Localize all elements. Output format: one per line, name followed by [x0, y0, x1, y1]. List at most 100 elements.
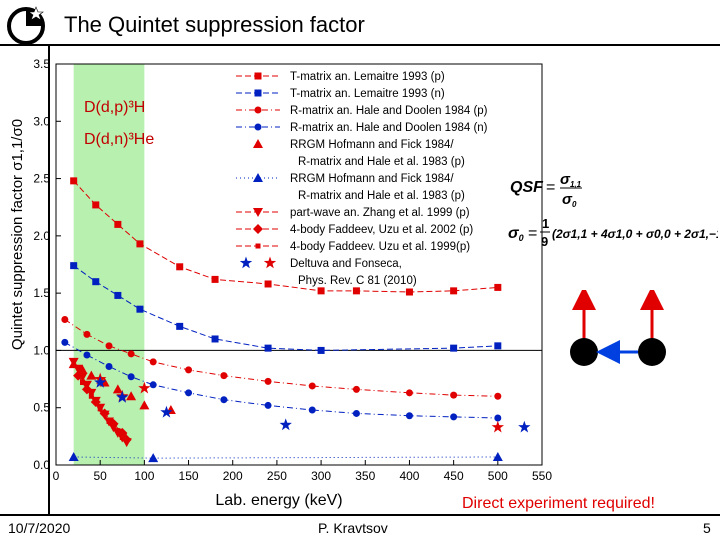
data-point-s2 — [405, 389, 413, 397]
data-point-s3 — [83, 351, 91, 359]
data-point-s8 — [97, 406, 103, 412]
data-point-s8 — [80, 380, 86, 386]
legend-label-7: 4-body Faddeev, Uzu et al. 2002 (p) — [290, 224, 473, 236]
legend-marker-5 — [253, 173, 263, 182]
legend-marker-9 — [263, 256, 277, 269]
left-rule — [48, 44, 50, 514]
legend-marker-1 — [254, 89, 262, 97]
data-point-s2 — [127, 350, 135, 358]
data-point-s0 — [405, 288, 413, 296]
data-point-s0 — [317, 287, 325, 295]
reaction-label: D(d,n)³He — [84, 131, 154, 148]
legend-label-9: Phys. Rev. C 81 (2010) — [298, 275, 417, 287]
x-tick-label: 250 — [267, 469, 287, 483]
data-point-s1 — [264, 344, 272, 352]
data-point-s5 — [492, 451, 503, 461]
data-point-s0 — [176, 263, 184, 271]
data-point-s0 — [92, 201, 100, 209]
data-point-s4 — [112, 384, 123, 394]
spin-diagram — [570, 290, 666, 366]
legend-label-6: part-wave an. Zhang et al. 1999 (p) — [290, 207, 470, 219]
x-tick-label: 300 — [311, 469, 331, 483]
legend-label-5: R-matrix and Hale et al. 1983 (p) — [298, 190, 465, 202]
reaction-label: D(d,p)³H — [84, 99, 145, 116]
deuteron-right — [638, 338, 666, 366]
data-point-s1 — [114, 291, 122, 299]
legend-marker-4 — [253, 139, 263, 148]
data-point-s2 — [264, 377, 272, 385]
data-point-s2 — [352, 385, 360, 393]
data-point-s1 — [317, 346, 325, 354]
s0-expression: (2σ1,1 + 4σ1,0 + σ0,0 + 2σ1,−1) — [552, 227, 718, 241]
x-tick-label: 0 — [53, 469, 60, 483]
data-point-s2 — [83, 330, 91, 338]
data-point-s1 — [450, 344, 458, 352]
data-point-s9-blue — [94, 376, 107, 388]
data-point-s4 — [126, 391, 137, 401]
legend-marker-6 — [253, 208, 263, 217]
data-point-s3 — [220, 396, 228, 404]
energy-band — [73, 64, 145, 465]
data-point-s1 — [136, 305, 144, 313]
legend-marker-8 — [255, 243, 261, 249]
data-point-s1 — [176, 322, 184, 330]
s0-equals: = — [528, 225, 537, 242]
data-point-s7 — [73, 370, 84, 381]
data-point-s3 — [352, 409, 360, 417]
x-axis-label: Lab. energy (keV) — [215, 492, 342, 509]
data-point-s8 — [115, 428, 121, 434]
data-point-s8 — [88, 393, 94, 399]
data-point-s9-blue — [116, 390, 129, 403]
legend-label-8: 4-body Faddeev. Uzu et al. 1999(p) — [290, 241, 470, 253]
y-tick-label: 0.0 — [33, 458, 50, 472]
legend-label-4: RRGM Hofmann and Fick 1984/ — [290, 139, 454, 151]
data-point-s0 — [264, 280, 272, 288]
data-point-s3 — [61, 338, 69, 346]
data-point-s2 — [450, 391, 458, 399]
x-tick-label: 450 — [444, 469, 464, 483]
data-point-s5 — [148, 453, 159, 463]
qsf-lhs: QSF — [510, 179, 544, 196]
data-point-s2 — [105, 342, 113, 350]
s0-frac-den: 9 — [541, 234, 548, 249]
data-point-s0 — [211, 275, 219, 283]
legend-label-4: R-matrix and Hale et al. 1983 (p) — [298, 156, 465, 168]
data-point-s4 — [139, 400, 150, 410]
data-point-s0 — [450, 287, 458, 295]
data-point-s3 — [405, 412, 413, 420]
series-line-1 — [73, 265, 498, 351]
data-point-s3 — [450, 413, 458, 421]
data-point-s0 — [136, 240, 144, 248]
data-point-s3 — [149, 381, 157, 389]
legend-label-3: R-matrix an. Hale and Doolen 1984 (n) — [290, 122, 488, 134]
x-tick-label: 100 — [134, 469, 154, 483]
legend-label-9: Deltuva and Fonseca, — [290, 258, 402, 270]
direct-experiment-note: Direct experiment required! — [462, 495, 655, 512]
data-point-s2 — [61, 315, 69, 323]
data-point-s5 — [68, 451, 79, 461]
data-point-s7 — [81, 384, 92, 395]
data-point-s2 — [185, 366, 193, 374]
deuteron-left — [570, 338, 598, 366]
data-point-s6 — [68, 357, 79, 367]
header-rule — [0, 44, 720, 46]
data-point-s2 — [149, 358, 157, 366]
footer-date: 10/7/2020 — [8, 520, 71, 536]
data-point-s3 — [494, 414, 502, 422]
x-tick-label: 400 — [399, 469, 419, 483]
footer-page-number: 5 — [703, 520, 711, 536]
data-point-s0 — [114, 220, 122, 228]
qsf-den: σ0 — [562, 191, 577, 209]
qsf-formula: QSF = σ1,1 σ0 σ0 = 1 9 (2σ1,1 + 4σ1,0 + … — [508, 171, 718, 249]
qsf-num: σ1,1 — [560, 171, 582, 189]
data-point-s2 — [308, 382, 316, 390]
legend-marker-9 — [239, 256, 253, 269]
data-point-s8 — [106, 418, 112, 424]
data-point-s0 — [70, 177, 78, 185]
legend-label-2: R-matrix an. Hale and Doolen 1984 (p) — [290, 105, 488, 117]
x-tick-label: 550 — [532, 469, 552, 483]
legend-marker-0 — [254, 72, 262, 80]
plot-frame — [55, 63, 543, 466]
x-tick-label: 350 — [355, 469, 375, 483]
data-point-s3 — [185, 389, 193, 397]
